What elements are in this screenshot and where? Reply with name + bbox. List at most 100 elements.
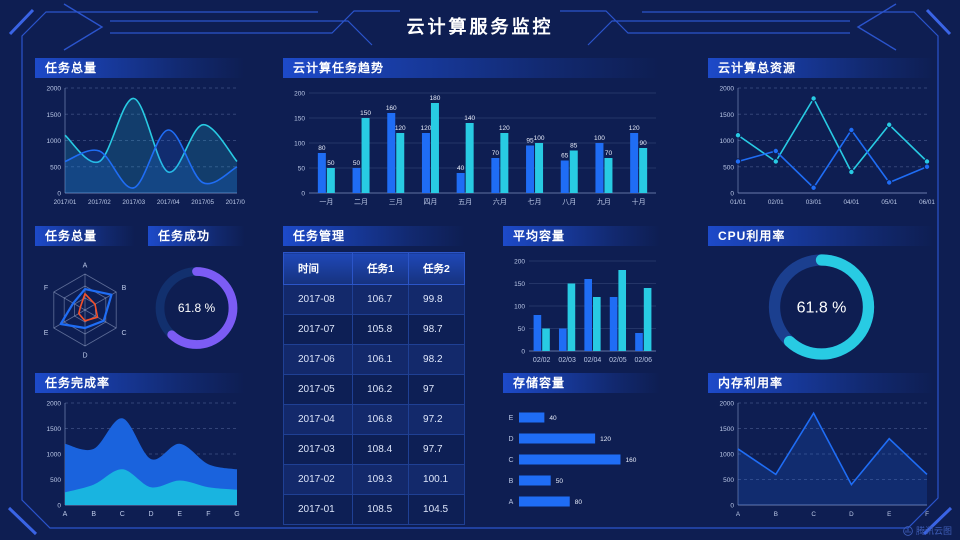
table-row: 2017-01 108.5 104.5 <box>282 494 465 525</box>
panel-task-completion: 任务完成率 0 500 1000 1500 2000 A B C D E F G <box>35 373 245 520</box>
table-cell: 108.5 <box>352 494 410 525</box>
svg-text:500: 500 <box>50 477 61 484</box>
tencent-cloud-logo-icon <box>903 525 913 536</box>
svg-text:一月: 一月 <box>319 198 333 206</box>
svg-text:B: B <box>91 511 96 518</box>
table-cell: 104.5 <box>408 494 465 525</box>
svg-text:2017/05: 2017/05 <box>191 199 214 206</box>
cpu-usage-donut: 61.8 % <box>708 248 935 366</box>
table-cell: 106.8 <box>352 404 410 435</box>
table-cell: 97.2 <box>408 404 465 435</box>
svg-text:1000: 1000 <box>720 138 735 145</box>
column-header: 任务2 <box>408 252 465 285</box>
svg-text:0: 0 <box>730 191 734 198</box>
svg-text:D: D <box>148 511 153 518</box>
panel-title: 任务管理 <box>283 226 465 246</box>
tencent-cloud-watermark: 腾讯云图 <box>903 524 952 537</box>
svg-text:70: 70 <box>605 150 613 157</box>
svg-text:40: 40 <box>549 415 557 422</box>
svg-text:1500: 1500 <box>720 112 735 119</box>
svg-text:2017/02: 2017/02 <box>88 199 111 206</box>
svg-text:100: 100 <box>534 135 545 142</box>
panel-title: 任务成功 <box>148 226 245 246</box>
svg-text:160: 160 <box>625 457 636 464</box>
svg-text:八月: 八月 <box>562 198 576 206</box>
table-cell: 98.7 <box>408 314 465 345</box>
svg-text:2000: 2000 <box>47 86 62 93</box>
table-cell: 108.4 <box>352 434 410 465</box>
svg-text:150: 150 <box>360 110 371 117</box>
table-row: 2017-02 109.3 100.1 <box>282 464 465 495</box>
table-row: 2017-08 106.7 99.8 <box>282 284 465 315</box>
table-header-row: 时间 任务1 任务2 <box>282 252 465 285</box>
svg-text:0: 0 <box>57 191 61 198</box>
svg-text:120: 120 <box>600 436 611 443</box>
svg-text:B: B <box>509 478 514 485</box>
svg-text:D: D <box>82 353 87 360</box>
svg-text:B: B <box>774 511 778 518</box>
panel-title: 任务总量 <box>35 226 135 246</box>
panel-storage: 存储容量 E 40 D 120 C 160 B 50 A 80 <box>503 373 660 520</box>
storage-chart: E 40 D 120 C 160 B 50 A 80 <box>503 395 660 520</box>
svg-text:04/01: 04/01 <box>844 199 860 206</box>
task-radar-chart: A B C D E F <box>35 248 135 368</box>
panel-title: 云计算任务趋势 <box>283 58 660 78</box>
svg-text:1500: 1500 <box>47 112 62 119</box>
panel-avg-capacity: 平均容量 0 50 100 150 200 02/02 02/03 02/04 02/05 02/… <box>503 226 660 366</box>
svg-text:A: A <box>63 511 68 518</box>
svg-text:500: 500 <box>723 164 734 171</box>
svg-text:E: E <box>887 511 891 518</box>
svg-text:1500: 1500 <box>47 426 62 433</box>
svg-text:E: E <box>509 415 514 422</box>
panel-task-success: 任务成功 61.8 % <box>148 226 245 368</box>
svg-text:100: 100 <box>294 141 305 148</box>
svg-text:61.8 %: 61.8 % <box>797 300 847 317</box>
table-cell: 2017-08 <box>282 284 354 315</box>
svg-text:180: 180 <box>430 95 441 102</box>
task-table-grid: 时间 任务1 任务2 2017-08 106.7 99.8 2017-07 105.8 98.7… <box>282 252 465 525</box>
svg-text:C: C <box>120 511 125 518</box>
svg-text:E: E <box>177 511 182 518</box>
table-cell: 2017-06 <box>282 344 354 375</box>
task-trend-chart: 0 50 100 150 200 一月 二月 三月 四月 五月 六月 七月 八月 九月 十月 80 50 160 1… <box>283 80 660 208</box>
svg-text:50: 50 <box>556 478 564 485</box>
table-row: 2017-04 106.8 97.2 <box>282 404 465 435</box>
panel-title: 内存利用率 <box>708 373 935 393</box>
table-cell: 2017-05 <box>282 374 354 405</box>
svg-text:二月: 二月 <box>354 198 368 206</box>
svg-text:1500: 1500 <box>720 426 735 433</box>
svg-text:140: 140 <box>464 115 475 122</box>
svg-text:40: 40 <box>457 165 465 172</box>
svg-text:0: 0 <box>301 191 305 198</box>
table-row: 2017-06 106.1 98.2 <box>282 344 465 375</box>
panel-task-radar: 任务总量 A B C D E F <box>35 226 135 368</box>
svg-text:120: 120 <box>395 125 406 132</box>
column-header: 时间 <box>282 252 354 285</box>
svg-text:200: 200 <box>294 91 305 98</box>
svg-text:三月: 三月 <box>389 198 403 206</box>
svg-text:七月: 七月 <box>528 197 542 206</box>
svg-text:500: 500 <box>723 477 734 484</box>
svg-text:02/05: 02/05 <box>609 357 627 364</box>
svg-text:九月: 九月 <box>597 197 611 206</box>
svg-text:D: D <box>508 436 513 443</box>
task-table: 时间 任务1 任务2 2017-08 106.7 99.8 2017-07 105.8 98.7… <box>282 252 465 525</box>
svg-text:1000: 1000 <box>720 452 735 459</box>
table-row: 2017-07 105.8 98.7 <box>282 314 465 345</box>
svg-text:十月: 十月 <box>632 197 646 206</box>
svg-text:02/01: 02/01 <box>768 199 784 206</box>
svg-text:0: 0 <box>521 349 525 356</box>
panel-title: 平均容量 <box>503 226 660 246</box>
svg-text:A: A <box>83 263 88 270</box>
svg-text:01/01: 01/01 <box>730 199 746 206</box>
svg-text:E: E <box>44 330 49 337</box>
panel-title: CPU利用率 <box>708 226 935 246</box>
panel-title: 云计算总资源 <box>708 58 935 78</box>
table-cell: 106.7 <box>352 284 410 315</box>
svg-text:50: 50 <box>353 160 361 167</box>
svg-text:02/03: 02/03 <box>558 357 576 364</box>
svg-text:C: C <box>121 330 126 337</box>
column-header: 任务1 <box>352 252 410 285</box>
svg-text:2000: 2000 <box>720 86 735 93</box>
table-cell: 105.8 <box>352 314 410 345</box>
